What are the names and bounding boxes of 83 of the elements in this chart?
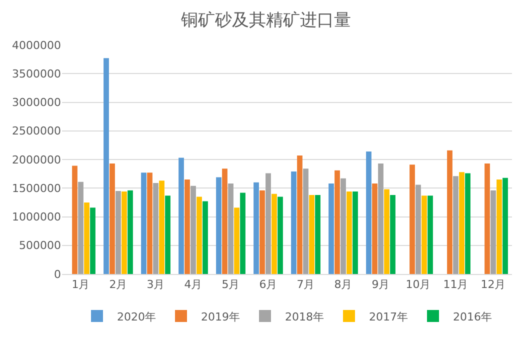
bar (190, 186, 196, 274)
y-tick-label: 0 (54, 268, 61, 281)
x-tick-label: 4月 (184, 278, 202, 292)
x-tick-label: 1月 (72, 278, 90, 292)
bar (196, 196, 202, 274)
bar (502, 178, 508, 274)
bar (459, 172, 464, 274)
y-tick-label: 3000000 (12, 96, 61, 110)
y-tick-label: 1500000 (12, 182, 61, 195)
x-tick-label: 2月 (109, 278, 128, 292)
bar (216, 177, 222, 274)
y-tick-label: 500000 (19, 239, 61, 252)
bar (384, 189, 390, 274)
bar (378, 164, 384, 274)
x-tick-label: 3月 (146, 278, 165, 292)
bar (222, 168, 228, 274)
bar (110, 164, 115, 274)
y-tick-label: 2500000 (12, 124, 61, 138)
bar (366, 151, 372, 274)
y-tick-label: 2000000 (12, 153, 61, 166)
bar (228, 184, 234, 274)
bar (122, 192, 127, 274)
legend-label: 2017年 (369, 310, 408, 324)
bar (465, 173, 470, 274)
bar (272, 194, 277, 274)
bar (116, 190, 121, 274)
chart-title: 铜矿砂及其精矿进口量 (180, 10, 351, 31)
bar (484, 164, 490, 274)
x-tick-label: 9月 (372, 278, 390, 292)
bar (372, 184, 378, 274)
x-tick-label: 6月 (259, 278, 278, 292)
bar (422, 196, 427, 274)
bar (84, 202, 90, 274)
bar (72, 166, 78, 274)
bar (78, 182, 84, 274)
bar (447, 150, 452, 274)
bar (266, 173, 271, 274)
bar (340, 178, 346, 274)
legend-label: 2019年 (201, 310, 240, 324)
bar (184, 180, 190, 274)
x-tick-label: 11月 (443, 278, 468, 292)
bar (303, 168, 308, 274)
bar (291, 172, 296, 274)
bar (90, 208, 96, 274)
bar (309, 195, 314, 274)
bar (390, 195, 396, 274)
bar (490, 190, 496, 274)
bar (453, 176, 458, 274)
bar (346, 192, 352, 274)
bar (260, 190, 265, 274)
bar (428, 196, 433, 274)
x-tick-label: 10月 (406, 278, 431, 292)
bar (315, 195, 320, 274)
bar (159, 180, 164, 274)
y-tick-label: 3500000 (12, 67, 61, 80)
bar (240, 192, 246, 274)
bar (278, 196, 283, 274)
bar (334, 170, 340, 274)
bar (128, 190, 133, 274)
bar (178, 158, 184, 274)
bar (202, 201, 208, 274)
x-tick-label: 12月 (480, 278, 506, 292)
bar (254, 182, 259, 274)
bar (328, 184, 334, 274)
bar (104, 58, 109, 274)
x-tick-label: 8月 (334, 278, 352, 292)
bar (165, 196, 170, 274)
x-tick-label: 5月 (222, 278, 240, 292)
y-tick-label: 4000000 (12, 38, 61, 52)
bar (141, 172, 146, 274)
bar (234, 208, 240, 274)
legend-label: 2016年 (453, 310, 492, 324)
bar (496, 180, 502, 274)
bar (297, 155, 302, 274)
legend-label: 2020年 (117, 310, 156, 324)
bar (416, 184, 421, 274)
y-tick-label: 1000000 (12, 210, 61, 224)
bar (153, 182, 158, 274)
bar (410, 164, 415, 274)
legend-label: 2018年 (285, 310, 324, 324)
x-tick-label: 7月 (296, 278, 315, 292)
bar (352, 192, 358, 274)
bar (147, 172, 152, 274)
